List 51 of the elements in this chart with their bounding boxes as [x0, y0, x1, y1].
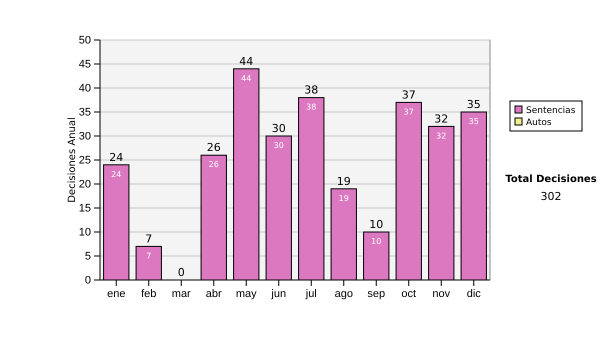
y-tick-label: 25 — [78, 154, 91, 167]
total-label: 38 — [304, 84, 318, 97]
total-label: 37 — [402, 88, 416, 102]
y-tick-label: 10 — [78, 226, 91, 239]
total-label: 10 — [369, 218, 384, 231]
total-label: 35 — [466, 98, 481, 111]
x-tick-label: mar — [172, 288, 192, 300]
y-tick-label: 15 — [78, 202, 91, 215]
data-label: 38 — [306, 102, 316, 112]
total-label: 19 — [336, 174, 351, 188]
y-axis-title: Decisiones Anual — [67, 117, 78, 203]
x-tick-label: ene — [107, 288, 126, 300]
x-tick-label: abr — [206, 288, 222, 300]
x-tick-label: nov — [432, 288, 451, 300]
data-label: 44 — [241, 74, 252, 83]
total-label: 26 — [206, 141, 221, 154]
y-tick-label: 0 — [84, 274, 91, 287]
data-label: 30 — [274, 141, 284, 150]
data-label: 7 — [146, 251, 152, 260]
data-label: 24 — [111, 170, 122, 179]
data-label: 10 — [371, 237, 382, 246]
y-tick-label: 35 — [78, 106, 91, 119]
legend-label: Autos — [526, 118, 552, 128]
y-tick-label: 5 — [84, 250, 91, 263]
x-tick-label: jun — [270, 288, 286, 300]
x-tick-label: dic — [466, 288, 482, 300]
text: Total Decisiones — [505, 174, 597, 185]
y-tick-label: 20 — [78, 178, 91, 191]
total-label: 44 — [239, 54, 254, 68]
legend-label: Sentencias — [526, 106, 576, 116]
data-label: 26 — [208, 160, 219, 170]
total-label: 30 — [272, 122, 286, 135]
y-tick-label: 30 — [78, 130, 91, 143]
y-tick-label: 50 — [78, 34, 91, 47]
y-tick-label: 40 — [78, 82, 91, 95]
x-tick-label: may — [236, 288, 258, 300]
x-tick-label: oct — [401, 288, 416, 300]
x-tick-label: jul — [304, 288, 317, 300]
data-label: 37 — [404, 107, 414, 116]
data-label: 35 — [468, 117, 479, 126]
data-label: 32 — [436, 131, 446, 140]
data-label: 19 — [338, 194, 349, 203]
x-tick-label: ago — [334, 288, 353, 300]
total-label: 32 — [434, 112, 448, 126]
total-label: 24 — [109, 150, 124, 164]
total-label: 7 — [145, 232, 152, 246]
text: 302 — [540, 190, 562, 203]
total-label: 0 — [178, 266, 185, 279]
y-tick-label: 45 — [78, 58, 91, 71]
x-tick-label: feb — [141, 288, 156, 300]
x-tick-label: sep — [367, 288, 386, 300]
